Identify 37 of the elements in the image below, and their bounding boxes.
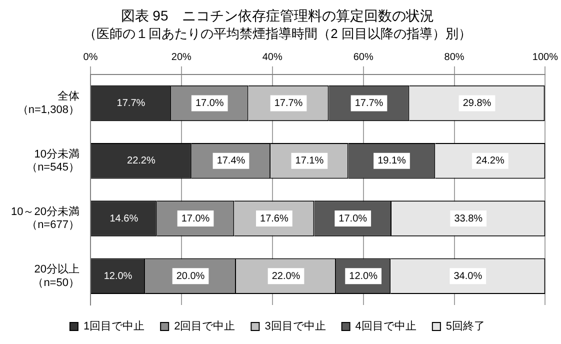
data-label: 17.4% [216,156,246,167]
data-label: 17.1% [295,156,324,167]
y-tick-label: 全体（n=1,308） [17,90,80,116]
data-label: 24.2% [476,156,504,167]
legend-label: 5回終了 [446,320,486,333]
data-label: 29.8% [462,98,492,109]
data-label: 34.0% [454,270,482,282]
data-label: 17.0% [338,213,368,224]
x-tick-label: 60% [353,52,374,64]
data-label: 33.8% [454,213,483,224]
x-tick-label: 40% [262,52,282,64]
x-tick-label: 0% [83,52,98,64]
data-label: 22.2% [127,156,156,167]
data-label: 19.1% [378,156,406,167]
data-label: 17.0% [181,213,210,224]
chart-subtitle: （医師の１回あたりの平均禁煙指導時間（2 回目以降の指導）別） [84,26,472,42]
legend-label: 2回目で中止 [174,320,236,333]
y-tick-label: 10～20分未満（n=677） [10,204,80,232]
data-label: 17.7% [116,98,146,109]
data-label: 22.0% [272,270,300,282]
legend-label: 1回目で中止 [83,320,145,333]
data-label: 17.7% [354,98,384,109]
legend-label: 3回目で中止 [264,320,326,333]
data-label: 17.7% [274,98,303,109]
data-label: 12.0% [104,270,132,282]
y-tick-label: 20分以上（n=50） [32,262,80,289]
data-label: 12.0% [349,270,378,282]
data-label: 17.6% [260,213,288,224]
x-tick-label: 100% [532,52,558,64]
data-label: 20.0% [176,270,205,282]
chart-title: 図表 95 ニコチン依存症管理料の算定回数の状況 [120,7,434,24]
x-tick-label: 80% [444,52,464,64]
legend-label: 4回目で中止 [355,320,416,333]
y-tick-label: 10分未満（n=545） [26,147,80,174]
data-label: 17.0% [195,98,224,109]
data-label: 14.6% [110,213,138,224]
x-tick-label: 20% [171,52,192,64]
